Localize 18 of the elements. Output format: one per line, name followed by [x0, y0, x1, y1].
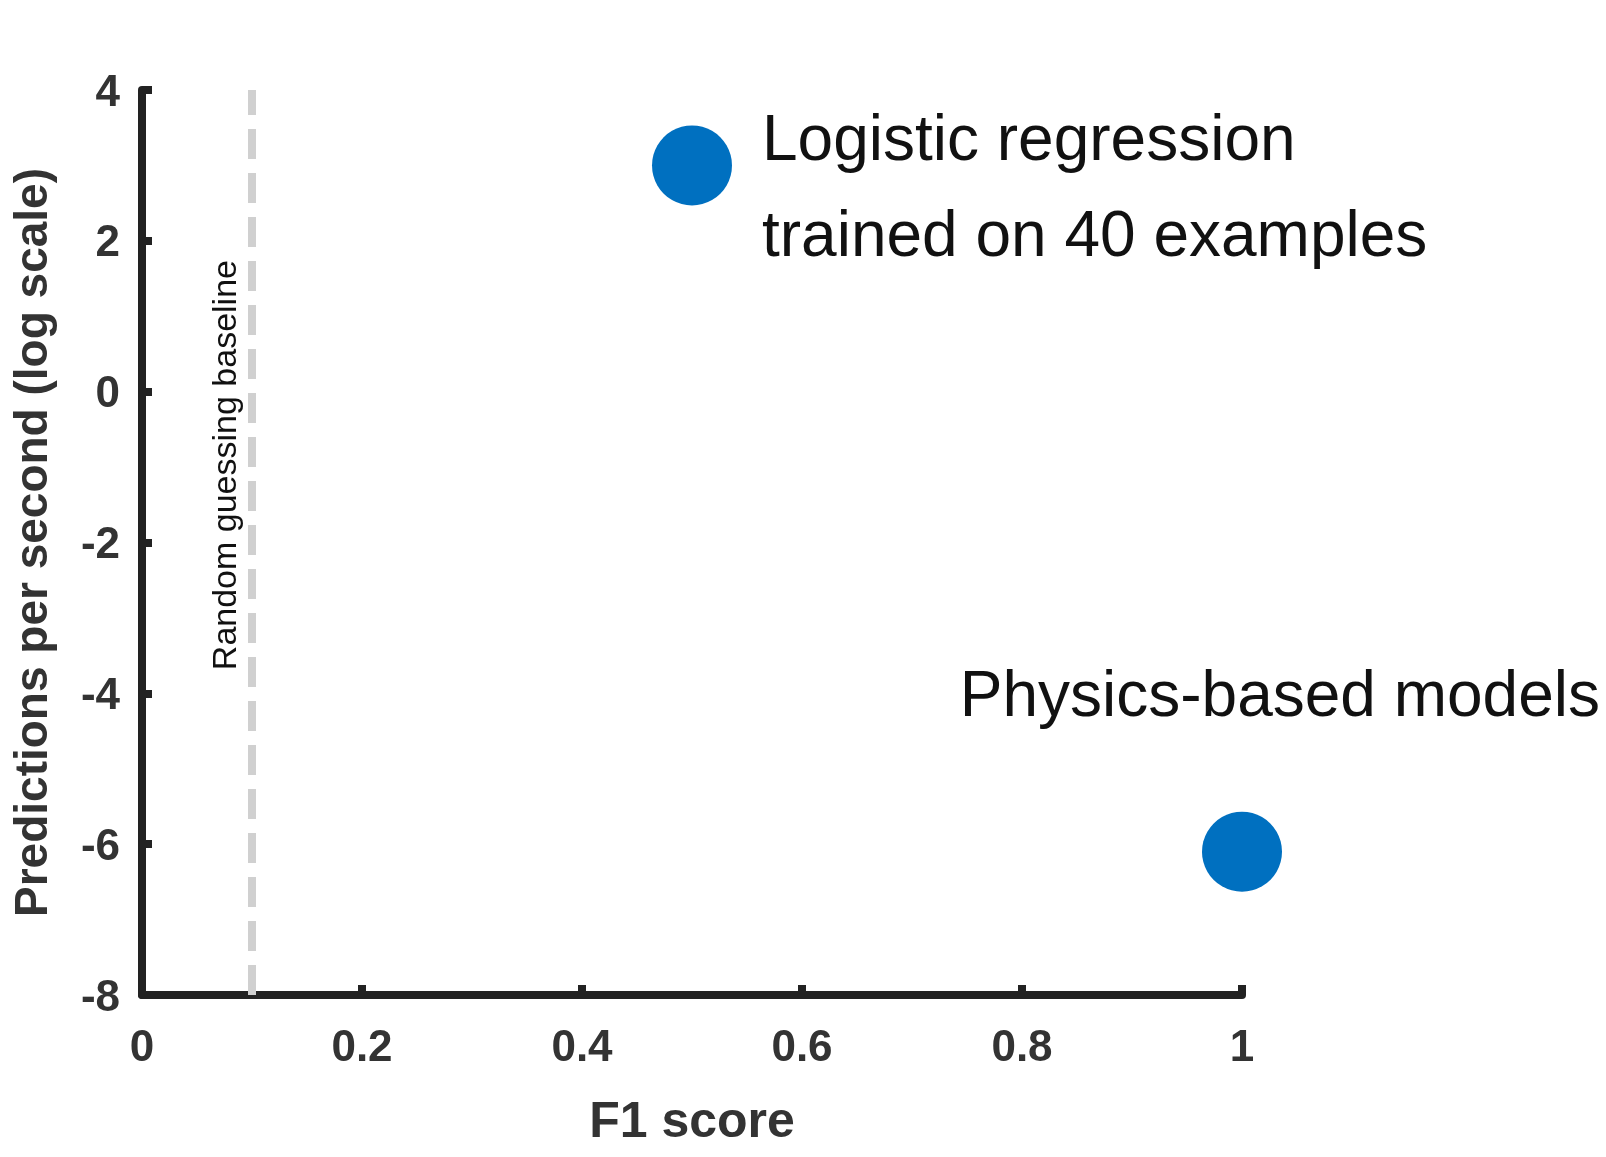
x-tick-label: 0.6 — [771, 1020, 833, 1070]
x-tick-label: 0.8 — [991, 1020, 1053, 1070]
y-tick-label: -8 — [80, 970, 120, 1020]
y-axis-title: Predictions per second (log scale) — [5, 168, 57, 917]
y-tick-label: 4 — [95, 65, 121, 115]
x-tick-label: 0.4 — [551, 1020, 614, 1070]
x-tick-label: 0.2 — [331, 1020, 393, 1070]
y-tick-label: 0 — [95, 367, 120, 417]
x-tick-label: 1 — [1229, 1020, 1255, 1070]
ref-line-label: Random guessing baseline — [205, 260, 243, 671]
annotation: Physics-based models — [959, 657, 1600, 730]
x-tick-label: 0 — [129, 1020, 155, 1070]
y-tick-label: -2 — [80, 518, 120, 567]
y-tick-label: -4 — [80, 668, 121, 718]
y-tick-label: 2 — [95, 216, 120, 266]
annotation: Logistic regression trained on 40 examples — [762, 102, 1428, 271]
x-axis-title: F1 score — [589, 1092, 795, 1148]
y-tick-label: -6 — [80, 819, 120, 869]
